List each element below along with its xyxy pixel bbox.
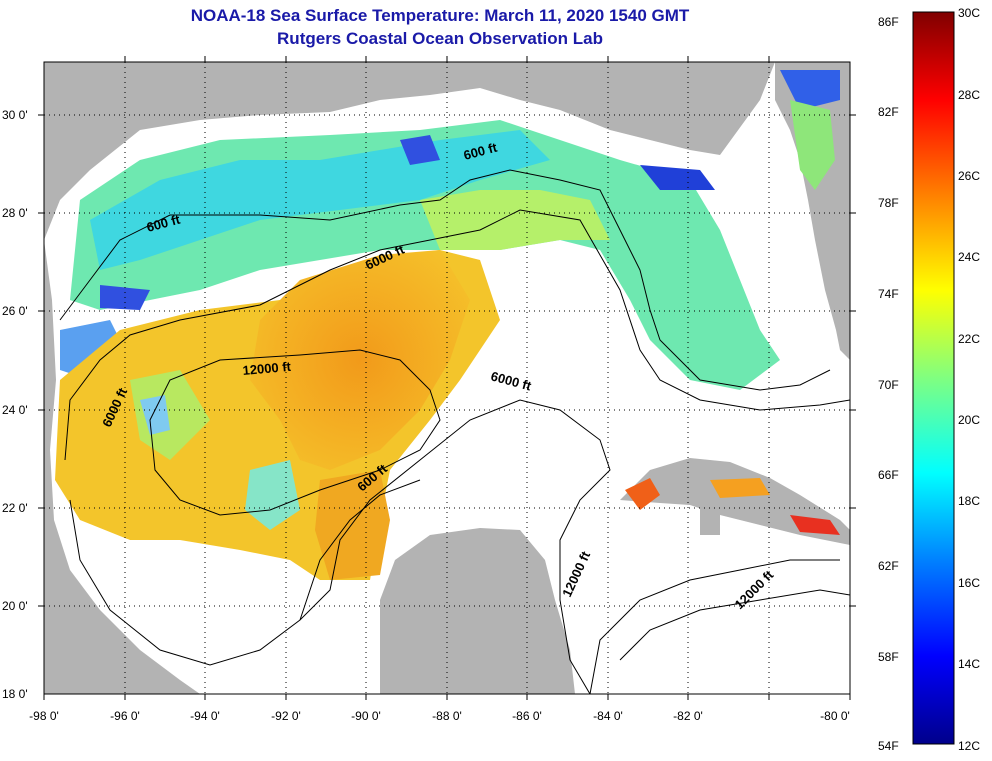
- cb-f-78: 78F: [878, 196, 899, 210]
- lon-label-84: -84 0': [593, 709, 623, 723]
- lon-label-94: -94 0': [190, 709, 220, 723]
- lon-label-92: -92 0': [271, 709, 301, 723]
- axis-ticks: [38, 56, 856, 700]
- graticule: [44, 62, 850, 694]
- lon-label-86: -86 0': [512, 709, 542, 723]
- cb-f-58: 58F: [878, 650, 899, 664]
- contour-6000ft-south: [69, 399, 611, 694]
- lat-label-24: 24 0': [2, 403, 28, 417]
- us-landmass: [44, 62, 850, 360]
- cb-c-20: 20C: [958, 413, 980, 427]
- cb-c-16: 16C: [958, 576, 980, 590]
- colorbar-celsius-labels: 30C 28C 26C 24C 22C 20C 18C 16C 14C 12C: [958, 6, 980, 753]
- cuba-landmass: [620, 458, 850, 545]
- mexico-landmass: [44, 240, 200, 694]
- cb-c-22: 22C: [958, 332, 980, 346]
- lon-label-96: -96 0': [110, 709, 140, 723]
- yucatan-landmass: [380, 528, 575, 694]
- lat-label-18: 18 0': [2, 687, 28, 701]
- cb-f-70: 70F: [878, 378, 899, 392]
- isle-of-youth: [700, 505, 720, 535]
- contour-label-12000ft-gulf: 12000 ft: [242, 359, 292, 378]
- lon-label-82: -82 0': [673, 709, 703, 723]
- lat-label-22: 22 0': [2, 501, 28, 515]
- lon-label-88: -88 0': [432, 709, 462, 723]
- contour-600ft-yucatan: [299, 479, 421, 621]
- sst-data: [55, 70, 840, 580]
- cb-c-24: 24C: [958, 250, 980, 264]
- contour-12000ft-south: [589, 559, 840, 694]
- cb-f-54: 54F: [878, 739, 899, 753]
- bathymetry-contours: [59, 169, 850, 694]
- lat-label-26: 26 0': [2, 304, 28, 318]
- lat-label-30: 30 0': [2, 108, 28, 122]
- contour-6000ft: [64, 209, 850, 461]
- temperature-colorbar: [912, 11, 955, 745]
- contour-12000ft-caribbean: [619, 589, 850, 661]
- contour-600ft-north: [59, 169, 831, 391]
- lon-label-80: -80 0': [820, 709, 850, 723]
- map-title: NOAA-18 Sea Surface Temperature: March 1…: [190, 6, 690, 25]
- lat-label-28: 28 0': [2, 206, 28, 220]
- cb-f-62: 62F: [878, 559, 899, 573]
- cb-f-82: 82F: [878, 105, 899, 119]
- cb-f-74: 74F: [878, 287, 899, 301]
- cb-c-30: 30C: [958, 6, 980, 20]
- cb-c-12: 12C: [958, 739, 980, 753]
- lon-label-98: -98 0': [29, 709, 59, 723]
- cb-c-26: 26C: [958, 169, 980, 183]
- cb-f-66: 66F: [878, 468, 899, 482]
- map-subtitle: Rutgers Coastal Ocean Observation Lab: [277, 29, 603, 48]
- cb-c-18: 18C: [958, 494, 980, 508]
- cb-c-14: 14C: [958, 657, 980, 671]
- lon-label-90: -90 0': [351, 709, 381, 723]
- cb-f-86: 86F: [878, 15, 899, 29]
- cb-c-28: 28C: [958, 88, 980, 102]
- colorbar-fahrenheit-labels: 86F 82F 78F 74F 70F 66F 62F 58F 54F: [878, 15, 899, 753]
- lat-label-20: 20 0': [2, 599, 28, 613]
